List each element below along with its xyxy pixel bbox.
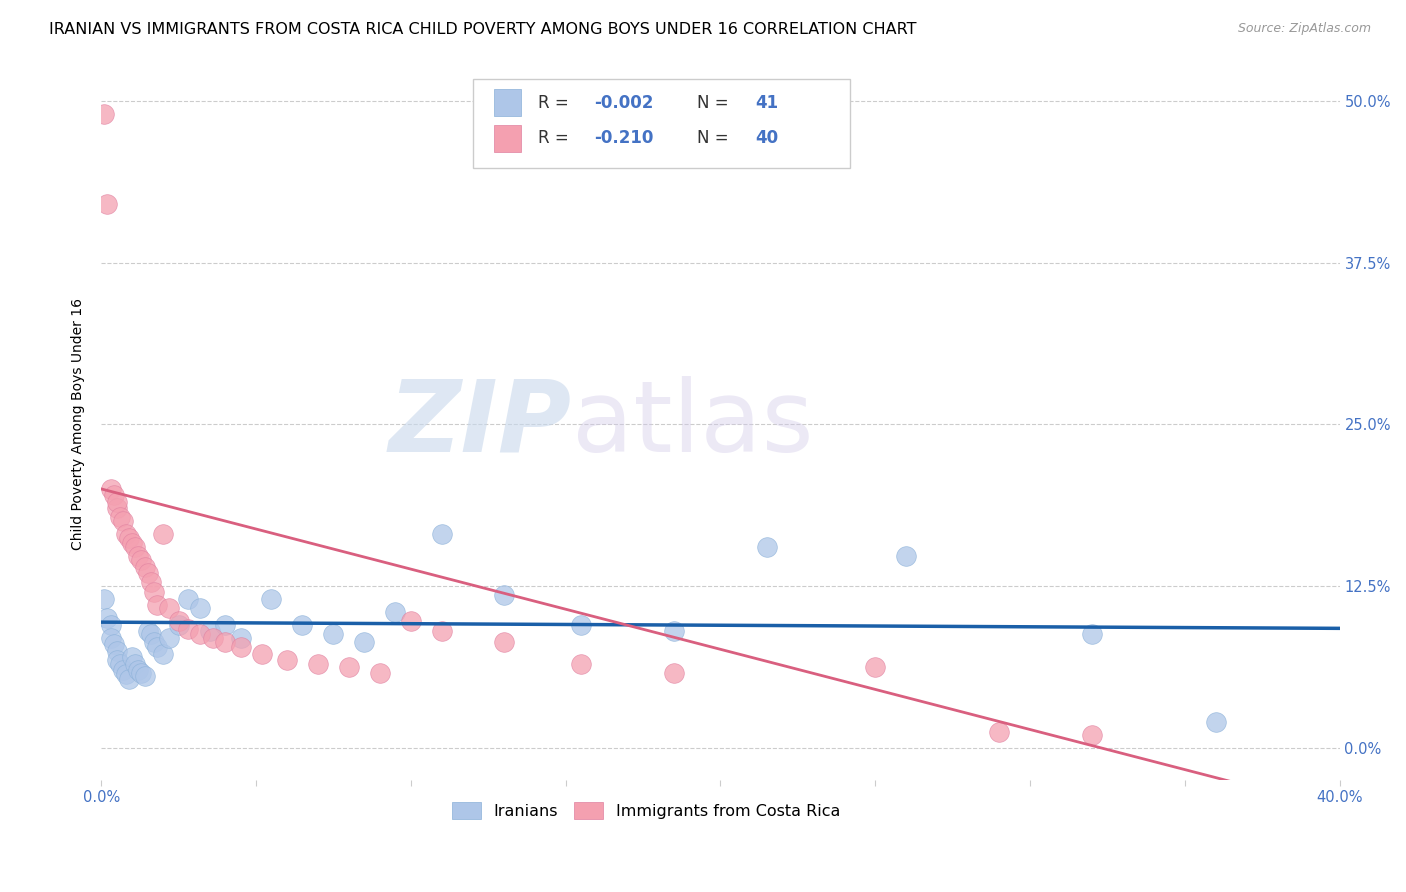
Point — [142, 585, 165, 599]
Point — [134, 559, 156, 574]
Point — [124, 657, 146, 671]
Text: Source: ZipAtlas.com: Source: ZipAtlas.com — [1237, 22, 1371, 36]
Point — [322, 627, 344, 641]
Point — [662, 665, 685, 680]
Point — [214, 617, 236, 632]
Text: N =: N = — [697, 129, 734, 147]
Point — [115, 666, 138, 681]
FancyBboxPatch shape — [472, 79, 851, 168]
Text: R =: R = — [538, 129, 575, 147]
Point — [214, 634, 236, 648]
Text: 40: 40 — [755, 129, 779, 147]
Point — [100, 482, 122, 496]
Point — [863, 660, 886, 674]
Point — [250, 648, 273, 662]
Point — [127, 663, 149, 677]
Point — [988, 725, 1011, 739]
Point — [139, 575, 162, 590]
Y-axis label: Child Poverty Among Boys Under 16: Child Poverty Among Boys Under 16 — [72, 298, 86, 550]
Text: 41: 41 — [755, 94, 779, 112]
Point — [93, 107, 115, 121]
Point — [93, 591, 115, 606]
Point — [108, 510, 131, 524]
Text: atlas: atlas — [572, 376, 814, 473]
Legend: Iranians, Immigrants from Costa Rica: Iranians, Immigrants from Costa Rica — [446, 795, 846, 825]
Point — [146, 599, 169, 613]
Point — [111, 514, 134, 528]
Point — [108, 657, 131, 671]
Point — [353, 634, 375, 648]
Point — [755, 540, 778, 554]
Point — [103, 488, 125, 502]
Point — [229, 640, 252, 654]
Point — [399, 614, 422, 628]
Point — [276, 653, 298, 667]
Point — [201, 631, 224, 645]
Point — [142, 634, 165, 648]
Point — [136, 624, 159, 639]
Point — [100, 617, 122, 632]
Point — [103, 637, 125, 651]
Point — [337, 660, 360, 674]
Point — [124, 540, 146, 554]
Text: N =: N = — [697, 94, 734, 112]
Point — [260, 591, 283, 606]
Text: -0.002: -0.002 — [595, 94, 654, 112]
Point — [127, 549, 149, 564]
Point — [115, 527, 138, 541]
Point — [96, 197, 118, 211]
Point — [121, 536, 143, 550]
Point — [569, 617, 592, 632]
Point — [157, 601, 180, 615]
Point — [105, 495, 128, 509]
Point — [139, 627, 162, 641]
Point — [157, 631, 180, 645]
Point — [118, 531, 141, 545]
Point — [492, 588, 515, 602]
Point — [136, 566, 159, 580]
FancyBboxPatch shape — [494, 125, 522, 152]
Point — [167, 617, 190, 632]
Point — [111, 663, 134, 677]
Point — [368, 665, 391, 680]
Point — [430, 624, 453, 639]
Point — [384, 605, 406, 619]
Point — [134, 669, 156, 683]
Point — [188, 627, 211, 641]
Point — [569, 657, 592, 671]
Point — [1081, 728, 1104, 742]
Point — [1081, 627, 1104, 641]
Point — [662, 624, 685, 639]
Point — [167, 614, 190, 628]
Point — [152, 648, 174, 662]
Point — [229, 631, 252, 645]
Point — [198, 624, 221, 639]
Point — [118, 672, 141, 686]
Text: -0.210: -0.210 — [595, 129, 654, 147]
Point — [307, 657, 329, 671]
Point — [100, 631, 122, 645]
Text: ZIP: ZIP — [389, 376, 572, 473]
Point — [492, 634, 515, 648]
Text: IRANIAN VS IMMIGRANTS FROM COSTA RICA CHILD POVERTY AMONG BOYS UNDER 16 CORRELAT: IRANIAN VS IMMIGRANTS FROM COSTA RICA CH… — [49, 22, 917, 37]
Text: R =: R = — [538, 94, 575, 112]
Point — [121, 650, 143, 665]
Point — [896, 549, 918, 564]
Point — [1205, 714, 1227, 729]
Point — [96, 611, 118, 625]
Point — [152, 527, 174, 541]
Point — [177, 622, 200, 636]
Point — [430, 527, 453, 541]
Point — [177, 591, 200, 606]
Point — [105, 653, 128, 667]
FancyBboxPatch shape — [494, 89, 522, 116]
Point — [131, 665, 153, 680]
Point — [188, 601, 211, 615]
Point — [131, 553, 153, 567]
Point — [291, 617, 314, 632]
Point — [105, 643, 128, 657]
Point — [146, 640, 169, 654]
Point — [105, 501, 128, 516]
